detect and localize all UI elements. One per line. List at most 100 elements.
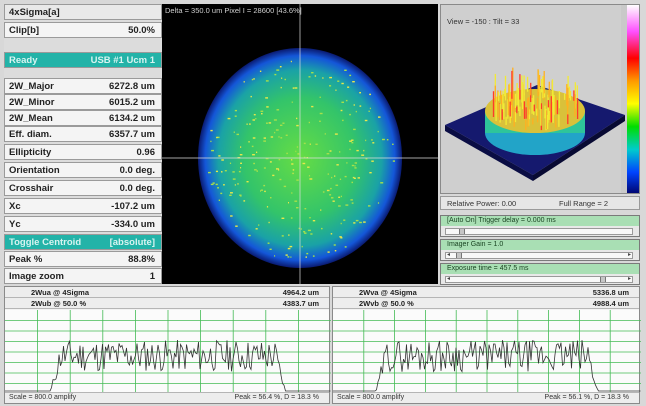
beam-speckle bbox=[341, 82, 344, 85]
param-row: 2W_Minor 6015.2 um bbox=[4, 94, 162, 110]
beam-speckle bbox=[296, 207, 299, 209]
profile-metric-value: 4964.2 um bbox=[282, 288, 319, 297]
beam-speckle bbox=[368, 205, 371, 207]
beam-speckle bbox=[297, 153, 300, 155]
left-arrow-icon[interactable]: ◂ bbox=[447, 276, 451, 282]
beam-speckle bbox=[329, 76, 332, 79]
profile-metric-label: 2Wva @ 4Sigma bbox=[359, 288, 417, 297]
param-value: 6357.7 um bbox=[109, 129, 155, 140]
beam-speckle bbox=[282, 122, 285, 124]
beam-speckle bbox=[240, 162, 242, 164]
slider-thumb[interactable] bbox=[459, 229, 466, 234]
profile-trace-line bbox=[5, 339, 331, 392]
toggle-centroid-button[interactable]: Toggle Centroid [absolute] bbox=[4, 234, 162, 250]
beam-speckle bbox=[255, 118, 257, 120]
param-row: Orientation 0.0 deg. bbox=[4, 162, 162, 178]
beam-speckle bbox=[210, 140, 212, 143]
param-label: 2W_Minor bbox=[9, 97, 55, 108]
imager-gain-control[interactable]: Imager Gain = 1.0 ◂ ▸ bbox=[440, 239, 640, 261]
beam-speckle bbox=[280, 86, 282, 89]
trigger-delay-control[interactable]: [Auto On] Trigger delay = 0.000 ms bbox=[440, 215, 640, 237]
beam-speckle bbox=[351, 142, 354, 144]
beam-speckle bbox=[296, 146, 299, 148]
image-zoom-row[interactable]: Image zoom 1 bbox=[4, 268, 162, 284]
param-value: 6272.8 um bbox=[109, 81, 155, 92]
exposure-time-control[interactable]: Exposure time = 457.5 ms ◂ ▸ bbox=[440, 263, 640, 285]
beam-speckle bbox=[344, 69, 347, 71]
beam-speckle bbox=[364, 119, 368, 122]
right-arrow-icon[interactable]: ▸ bbox=[627, 276, 631, 282]
beam-speckle bbox=[267, 242, 270, 244]
beam-speckle bbox=[345, 99, 348, 102]
profile-plot bbox=[333, 310, 641, 394]
beam-speckle bbox=[344, 246, 347, 248]
beam-speckle bbox=[251, 145, 254, 148]
imager-gain-slider[interactable]: ◂ ▸ bbox=[445, 252, 633, 259]
beam-speckle bbox=[234, 115, 237, 117]
left-arrow-icon[interactable]: ◂ bbox=[447, 252, 451, 258]
beam-speckle bbox=[296, 124, 299, 127]
horizontal-profile-pane[interactable]: 2Wua @ 4Sigma 4964.2 um 2Wub @ 50.0 % 43… bbox=[4, 286, 331, 404]
beam-speckle bbox=[246, 123, 248, 125]
beam-speckle bbox=[260, 189, 263, 191]
beam-speckle bbox=[308, 121, 310, 124]
beam-speckle bbox=[319, 96, 321, 98]
3d-profile-view[interactable]: View = -150 : Tilt = 33 bbox=[440, 4, 640, 194]
clip-row[interactable]: Clip[b] 50.0% bbox=[4, 22, 162, 38]
exposure-time-label: Exposure time = 457.5 ms bbox=[441, 264, 639, 274]
beam-speckle bbox=[278, 169, 280, 171]
slider-thumb[interactable] bbox=[600, 277, 607, 282]
trigger-delay-slider[interactable] bbox=[445, 228, 633, 235]
beam-image bbox=[162, 4, 438, 284]
vertical-profile-pane[interactable]: 2Wva @ 4Sigma 5336.8 um 2Wvb @ 50.0 % 49… bbox=[332, 286, 641, 404]
beam-speckle bbox=[392, 143, 394, 145]
beam-speckle bbox=[279, 66, 282, 68]
toggle-centroid-label: Toggle Centroid bbox=[9, 237, 82, 248]
beam-speckle bbox=[269, 248, 272, 250]
beam-speckle bbox=[304, 208, 307, 210]
beam-speckle bbox=[291, 159, 293, 161]
beam-speckle bbox=[371, 160, 374, 162]
exposure-time-slider[interactable]: ◂ ▸ bbox=[445, 276, 633, 283]
beam-speckle bbox=[333, 244, 336, 246]
profile-trace bbox=[333, 310, 641, 394]
beam-speckle bbox=[314, 75, 317, 77]
beam-speckle bbox=[223, 184, 225, 186]
beam-speckle bbox=[352, 81, 355, 83]
beam-speckle bbox=[363, 149, 365, 152]
clip-value: 50.0% bbox=[128, 25, 155, 36]
beam-image-view[interactable]: Delta = 350.0 um Pixel I = 28600 [43.6%] bbox=[162, 4, 438, 284]
profile-footer: Scale = 800.0 amplify Peak = 56.1 %, D =… bbox=[333, 392, 639, 403]
profile-trace bbox=[5, 310, 331, 394]
beam-speckle bbox=[308, 76, 311, 78]
beam-speckle bbox=[291, 101, 293, 103]
beam-speckle bbox=[369, 172, 372, 174]
beam-speckle bbox=[224, 170, 227, 172]
beam-speckle bbox=[340, 237, 343, 239]
beam-speckle bbox=[252, 119, 255, 121]
sigma-mode-row[interactable]: 4xSigma[a] bbox=[4, 4, 162, 20]
param-row: 2W_Major 6272.8 um bbox=[4, 78, 162, 94]
beam-speckle bbox=[296, 179, 299, 181]
clip-label: Clip[b] bbox=[9, 25, 40, 36]
beam-speckle bbox=[253, 162, 255, 165]
beam-speckle bbox=[386, 139, 389, 141]
profile-peak-text: Peak = 56.1 %, D = 18.3 % bbox=[544, 394, 629, 401]
beam-speckle bbox=[240, 195, 242, 197]
beam-speckle bbox=[292, 169, 295, 171]
beam-speckle bbox=[351, 164, 354, 167]
right-arrow-icon[interactable]: ▸ bbox=[627, 252, 631, 258]
slider-thumb[interactable] bbox=[456, 253, 462, 258]
beam-speckle bbox=[365, 158, 368, 160]
beam-speckle bbox=[312, 255, 315, 257]
beam-speckle bbox=[326, 153, 330, 155]
beam-speckle bbox=[274, 255, 276, 257]
beam-speckle bbox=[251, 78, 254, 81]
beam-speckle bbox=[276, 109, 280, 111]
beam-speckle bbox=[335, 89, 337, 91]
beam-speckle bbox=[217, 187, 219, 189]
param-row: Crosshair 0.0 deg. bbox=[4, 180, 162, 196]
color-scale-bar bbox=[627, 5, 639, 193]
beam-speckle bbox=[311, 72, 314, 74]
param-label: Ellipticity bbox=[9, 147, 52, 158]
